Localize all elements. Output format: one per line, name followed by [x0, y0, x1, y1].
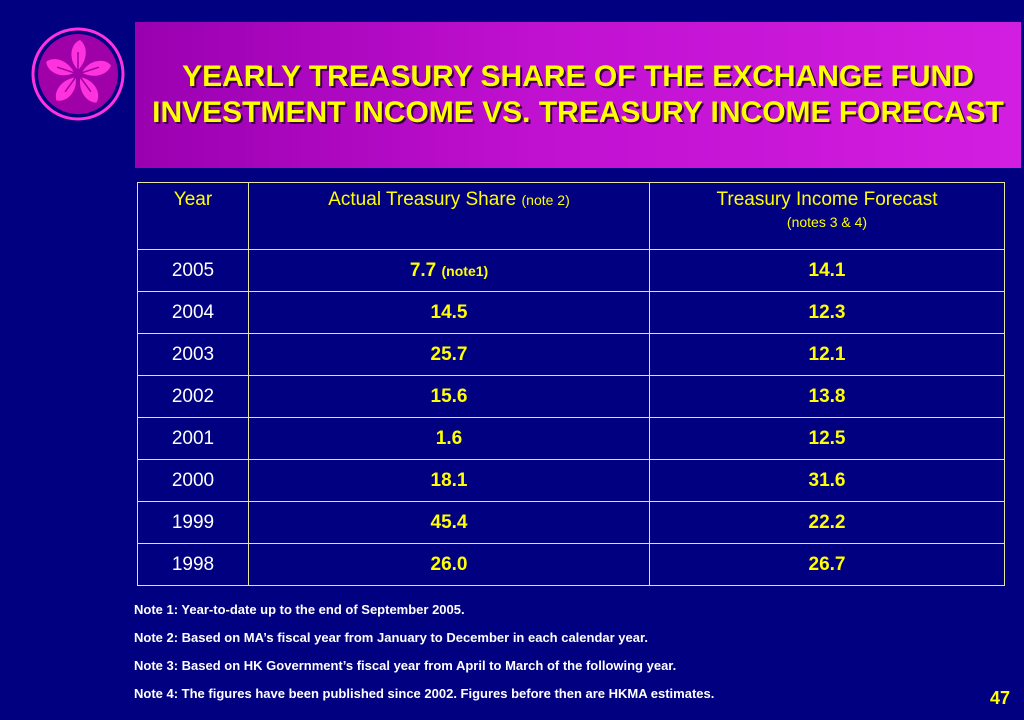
header-year: Year [137, 182, 249, 250]
cell-forecast: 13.8 [649, 375, 1005, 418]
cell-year: 2001 [137, 417, 249, 460]
cell-actual: 14.5 [248, 291, 650, 334]
cell-forecast: 14.1 [649, 249, 1005, 292]
cell-actual-note: (note1) [441, 262, 489, 279]
cell-actual: 18.1 [248, 459, 650, 502]
hk-bauhinia-logo-icon [30, 26, 126, 122]
page-number: 47 [989, 688, 1010, 708]
cell-actual: 45.4 [248, 501, 650, 544]
cell-actual: 15.6 [248, 375, 650, 418]
cell-actual: 25.7 [248, 333, 650, 376]
cell-forecast: 12.1 [649, 333, 1005, 376]
title-band: YEARLY TREASURY SHARE OF THE EXCHANGE FU… [135, 22, 1021, 168]
note-3: Note 3: Based on HK Government’s fiscal … [134, 658, 677, 673]
cell-year: 2005 [137, 249, 249, 292]
table-row: 2001 1.6 12.5 [137, 417, 1005, 460]
cell-actual: 26.0 [248, 543, 650, 586]
table-row: 2003 25.7 12.1 [137, 333, 1005, 376]
cell-year: 2003 [137, 333, 249, 376]
page-title: YEARLY TREASURY SHARE OF THE EXCHANGE FU… [152, 60, 1004, 129]
table-row: 2004 14.5 12.3 [137, 291, 1005, 334]
cell-year: 2000 [137, 459, 249, 502]
cell-actual: 1.6 [248, 417, 650, 460]
cell-forecast: 26.7 [649, 543, 1005, 586]
header-actual: Actual Treasury Share (note 2) [248, 182, 650, 250]
cell-year: 2004 [137, 291, 249, 334]
cell-year: 1999 [137, 501, 249, 544]
note-4: Note 4: The figures have been published … [134, 686, 715, 701]
table-row: 2000 18.1 31.6 [137, 459, 1005, 502]
note-2: Note 2: Based on MA’s fiscal year from J… [134, 630, 648, 645]
note-1: Note 1: Year-to-date up to the end of Se… [134, 602, 465, 617]
cell-year: 1998 [137, 543, 249, 586]
footnotes: Note 1: Year-to-date up to the end of Se… [134, 596, 714, 708]
cell-forecast: 22.2 [649, 501, 1005, 544]
header-actual-note: (note 2) [521, 192, 570, 208]
cell-forecast: 12.5 [649, 417, 1005, 460]
cell-actual: 7.7 (note1) [248, 249, 650, 292]
cell-forecast: 31.6 [649, 459, 1005, 502]
cell-year: 2002 [137, 375, 249, 418]
cell-forecast: 12.3 [649, 291, 1005, 334]
table-header-row: Year Actual Treasury Share (note 2) Trea… [137, 182, 1005, 250]
table-row: 2002 15.6 13.8 [137, 375, 1005, 418]
table-row: 1998 26.0 26.7 [137, 543, 1005, 586]
data-table: Year Actual Treasury Share (note 2) Trea… [137, 182, 1005, 586]
table-row: 2005 7.7 (note1) 14.1 [137, 249, 1005, 292]
table-row: 1999 45.4 22.2 [137, 501, 1005, 544]
header-forecast: Treasury Income Forecast (notes 3 & 4) [649, 182, 1005, 250]
header-forecast-note: (notes 3 & 4) [786, 214, 868, 230]
